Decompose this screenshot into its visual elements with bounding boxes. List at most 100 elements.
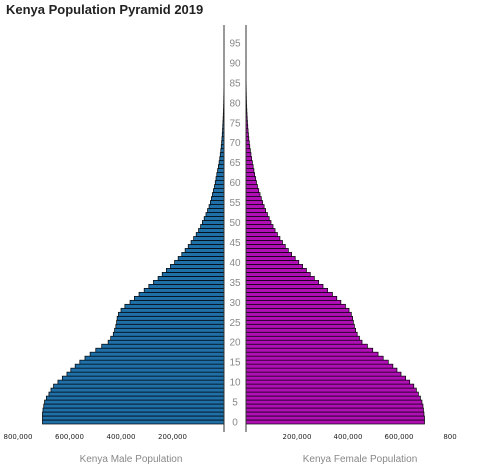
male-bar-age-38 [165,268,225,273]
male-bar-age-51 [203,216,225,221]
female-bar-age-38 [245,268,307,273]
female-bar-age-33 [245,287,328,293]
female-bar-age-10 [245,379,411,385]
male-bar-age-35 [153,280,225,285]
male-bar-age-46 [193,236,225,241]
female-bar-age-40 [245,260,300,265]
male-bar-age-45 [190,240,225,245]
male-bar-age-34 [148,284,225,289]
female-bar-age-15 [245,359,389,365]
male-bar-age-47 [195,232,225,237]
female-bar-age-17 [245,351,379,357]
male-bar-age-18 [95,347,225,353]
female-bar-age-11 [245,375,406,381]
male-bar-age-56 [211,196,225,201]
male-bar-age-16 [84,355,225,361]
chart-title: Kenya Population Pyramid 2019 [6,2,204,17]
female-bar-age-19 [245,343,368,349]
male-bar-age-23 [114,327,225,333]
female-bar-age-66 [245,156,252,162]
male-bar-age-7 [48,391,225,397]
male-bar-age-10 [57,379,225,385]
female-bar-age-4 [245,403,424,409]
male-bar-age-54 [208,204,225,209]
male-bar-age-39 [170,264,225,269]
female-bar-age-54 [245,204,265,209]
male-bar-age-1 [42,415,225,421]
female-bar-age-2 [245,411,425,417]
male-bar-age-52 [205,212,225,217]
age-tick-label: 55 [229,198,241,209]
age-tick-label: 5 [232,398,238,409]
female-bar-age-65 [245,160,253,166]
female-bar-age-0 [245,419,425,425]
female-bar-age-28 [245,307,350,313]
female-bar-age-34 [245,284,324,289]
male-bar-age-11 [61,375,225,381]
female-axis-tick-label: 800 [443,433,456,441]
female-bar-age-7 [245,391,419,397]
female-bar-age-43 [245,248,289,253]
female-bar-age-67 [245,152,252,158]
male-axis-tick-label: 800,000 [4,433,33,441]
male-bar-age-63 [217,168,225,173]
male-axis-tick-label: 400,000 [107,433,136,441]
male-bar-age-28 [120,307,225,313]
male-bar-age-29 [124,303,225,309]
male-bar-age-40 [174,260,225,265]
female-bar-age-1 [245,415,425,421]
age-tick-label: 60 [229,178,241,189]
age-tick-label: 35 [229,278,241,289]
female-bar-age-53 [245,208,266,213]
age-tick-label: 0 [232,418,238,429]
male-bar-age-22 [112,331,225,337]
male-bar-age-33 [143,287,225,293]
male-bar-age-58 [213,188,225,193]
female-bar-age-49 [245,224,274,229]
male-bar-age-62 [216,172,225,177]
male-bar-age-53 [207,208,225,213]
axis-lines [223,25,247,432]
female-bar-age-61 [245,176,257,181]
male-bar-age-0 [42,419,225,425]
female-bar-age-56 [245,196,262,201]
age-tick-label: 30 [229,298,241,309]
male-bar-age-9 [53,383,225,389]
male-bar-age-24 [115,323,225,329]
male-bar-age-30 [129,299,225,305]
female-bar-age-27 [245,311,352,317]
male-bar-age-27 [118,311,225,317]
female-bar-age-41 [245,256,296,261]
male-bar-age-20 [107,339,225,345]
female-bar-age-47 [245,232,278,237]
female-bar-age-30 [245,299,342,305]
female-bar-age-68 [245,148,251,154]
male-bar-age-13 [70,367,225,373]
female-bar-age-46 [245,236,281,241]
female-axis-tick-label: 200,000 [283,433,312,441]
female-bar-age-5 [245,399,423,405]
female-bar-age-50 [245,220,272,225]
male-bar-age-17 [89,351,225,357]
female-bar-age-35 [245,280,320,285]
age-tick-label: 80 [229,98,241,109]
female-bar-age-24 [245,323,355,329]
female-bar-age-44 [245,244,286,249]
female-bar-age-51 [245,216,270,221]
female-axis-ticks: 200,000 400,000 600,000 800 [283,433,457,441]
female-bars [245,36,425,425]
female-bar-age-21 [245,335,360,341]
male-bars [42,40,225,425]
male-bar-age-57 [212,192,225,197]
male-bar-age-5 [44,399,225,405]
male-axis-tick-label: 600,000 [55,433,84,441]
female-bar-age-3 [245,407,424,413]
male-bar-age-31 [134,295,225,301]
female-bar-age-42 [245,252,293,257]
male-bar-age-14 [74,363,225,369]
female-bar-age-59 [245,184,258,189]
male-bar-age-61 [215,176,225,181]
age-tick-label: 85 [229,78,241,89]
age-tick-label: 40 [229,258,241,269]
age-tick-label: 95 [229,38,241,49]
